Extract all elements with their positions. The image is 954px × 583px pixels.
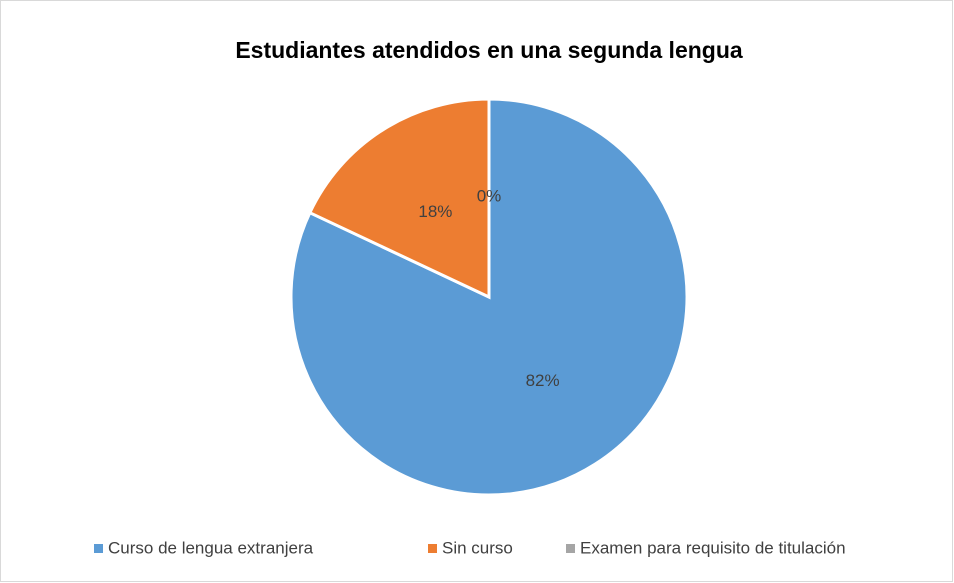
data-label: 82%	[526, 371, 560, 390]
legend-label: Examen para requisito de titulación	[580, 538, 846, 557]
data-label: 18%	[418, 202, 452, 221]
legend-label: Curso de lengua extranjera	[108, 538, 314, 557]
chart-title: Estudiantes atendidos en una segunda len…	[235, 37, 743, 63]
legend-swatch	[94, 544, 103, 553]
pie-slice	[307, 97, 491, 300]
legend-label: Sin curso	[442, 538, 513, 557]
data-label: 0%	[477, 186, 502, 205]
legend-swatch	[566, 544, 575, 553]
legend-swatch	[428, 544, 437, 553]
